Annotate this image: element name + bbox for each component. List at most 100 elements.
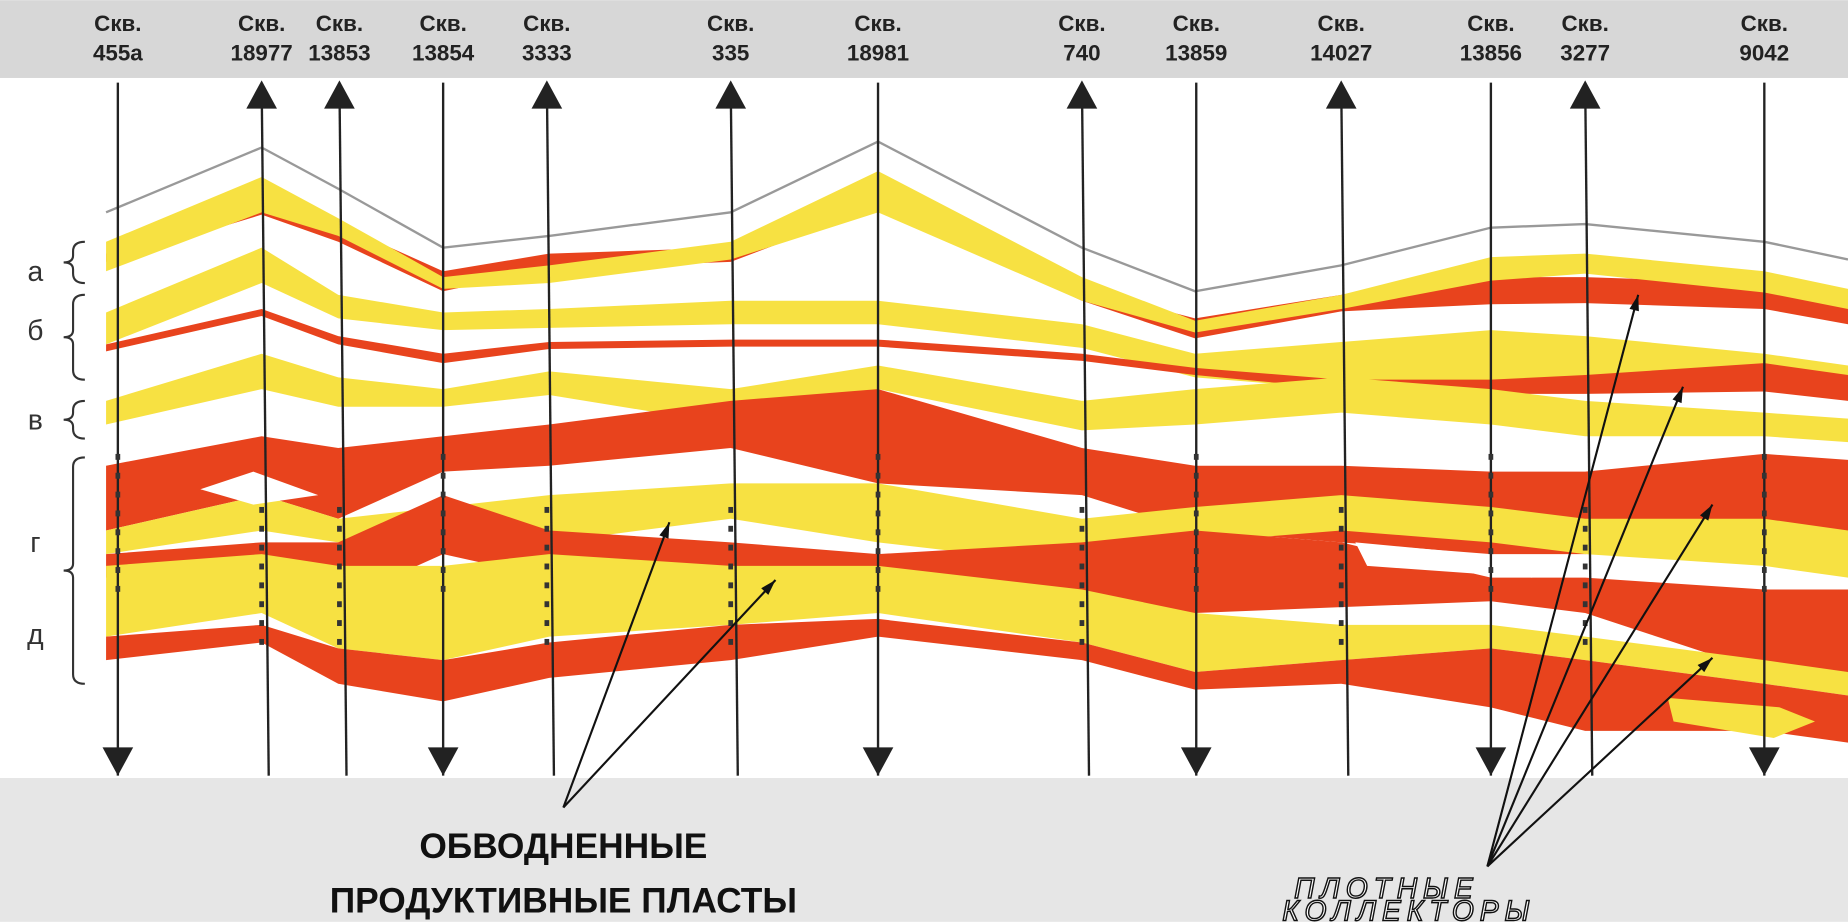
well-number: 18981 <box>847 40 909 65</box>
well-marker <box>1761 529 1767 536</box>
well-marker <box>1193 548 1199 555</box>
well-marker <box>1079 506 1085 513</box>
well-marker <box>1488 453 1494 460</box>
layer-band <box>106 308 1848 401</box>
arrow-up <box>1325 80 1357 109</box>
well-marker <box>1193 567 1199 573</box>
well-marker <box>440 585 446 592</box>
well-marker <box>337 525 342 532</box>
pointer-head <box>1629 294 1639 312</box>
well-marker <box>728 525 734 532</box>
layers <box>105 140 1848 743</box>
well-line <box>1080 82 1091 776</box>
arrow-up <box>324 80 355 109</box>
layer-label: а <box>27 255 43 287</box>
pointer-line <box>1486 657 1714 868</box>
well-marker <box>1193 529 1199 536</box>
well-line <box>338 82 348 776</box>
well-marker <box>728 638 734 645</box>
layer-band <box>106 188 1848 339</box>
well-marker <box>1079 544 1085 551</box>
well-marker <box>1079 525 1085 532</box>
well-marker <box>259 544 264 551</box>
well-marker <box>115 472 121 479</box>
pointer-head <box>659 522 670 539</box>
annotations: аб в г д ОБВОДНЕННЫЕ ПРОДУКТИВНЫЕ ПЛАСТЫ ПЛОТН… <box>27 240 1714 922</box>
layer-lens <box>1667 697 1815 738</box>
well-marker <box>728 563 734 570</box>
well-marker <box>337 620 342 626</box>
well-marker <box>115 510 121 517</box>
well-marker <box>875 567 881 573</box>
well-number: 3277 <box>1560 40 1610 65</box>
pointer-line <box>1486 294 1640 867</box>
well-marker <box>1193 472 1199 479</box>
brace <box>63 456 85 685</box>
arrow-up <box>531 80 563 109</box>
well-marker <box>875 585 881 592</box>
well-marker <box>115 491 121 498</box>
well-marker <box>544 638 550 645</box>
well-marker <box>337 582 342 589</box>
well-prefix: Скв. <box>238 11 285 36</box>
well-prefix: Скв. <box>1318 11 1365 36</box>
well-line <box>729 82 739 776</box>
arrow-down <box>102 747 134 776</box>
well-marker <box>1338 582 1344 589</box>
arrow-down <box>427 747 459 776</box>
arrow-down <box>1749 747 1780 776</box>
well-prefix: Скв. <box>1058 11 1105 36</box>
well-marker <box>875 453 881 460</box>
well-marker <box>259 620 264 626</box>
well-prefix: Скв. <box>94 11 141 36</box>
well-marker <box>1582 525 1588 532</box>
tight-label: КОЛЛЕКТОРЫ <box>1282 895 1535 922</box>
well-marker <box>1488 472 1494 479</box>
layer-band <box>106 247 1848 390</box>
well-marker <box>259 582 264 589</box>
well-marker <box>1761 472 1767 479</box>
layer-band <box>106 171 1848 333</box>
brace <box>63 293 85 381</box>
well-marker <box>1193 585 1199 592</box>
well-marker <box>875 529 881 536</box>
well-marker <box>1338 601 1344 608</box>
well-marker <box>440 510 446 517</box>
pointer-line <box>1486 386 1684 867</box>
arrow-up <box>1569 80 1601 109</box>
top-surface <box>105 140 1848 293</box>
well-marker <box>1079 620 1085 626</box>
well-marker <box>259 525 264 532</box>
well-marker <box>544 544 550 551</box>
arrow-up <box>715 80 747 109</box>
well-marker <box>875 548 881 555</box>
layer-band <box>106 618 1848 743</box>
well-marker <box>1761 585 1767 592</box>
arrow-up <box>246 80 277 109</box>
well-marker <box>1488 491 1494 498</box>
well-marker <box>875 510 881 517</box>
well-marker <box>1582 620 1588 626</box>
well-marker <box>337 506 342 513</box>
well-marker <box>544 601 550 608</box>
well-marker <box>259 563 264 570</box>
layer-band <box>106 554 1848 696</box>
well-marker <box>440 567 446 573</box>
well-marker <box>1761 548 1767 555</box>
layer-label: б <box>27 314 43 346</box>
well-marker <box>1488 548 1494 555</box>
flooded-label: ПРОДУКТИВНЫЕ ПЛАСТЫ <box>330 881 797 920</box>
well-marker <box>1193 510 1199 517</box>
well-prefix: Скв. <box>1741 11 1788 36</box>
well-marker <box>1338 638 1344 645</box>
well-marker <box>1079 638 1085 645</box>
layer-label: г <box>30 526 40 558</box>
well-marker <box>1338 506 1344 513</box>
pointer-head <box>1672 386 1683 404</box>
well-prefix: Скв. <box>523 11 570 36</box>
well-line <box>1340 82 1350 776</box>
header-band <box>0 0 1848 78</box>
well-marker <box>1338 620 1344 626</box>
well-number: 455а <box>93 40 143 65</box>
